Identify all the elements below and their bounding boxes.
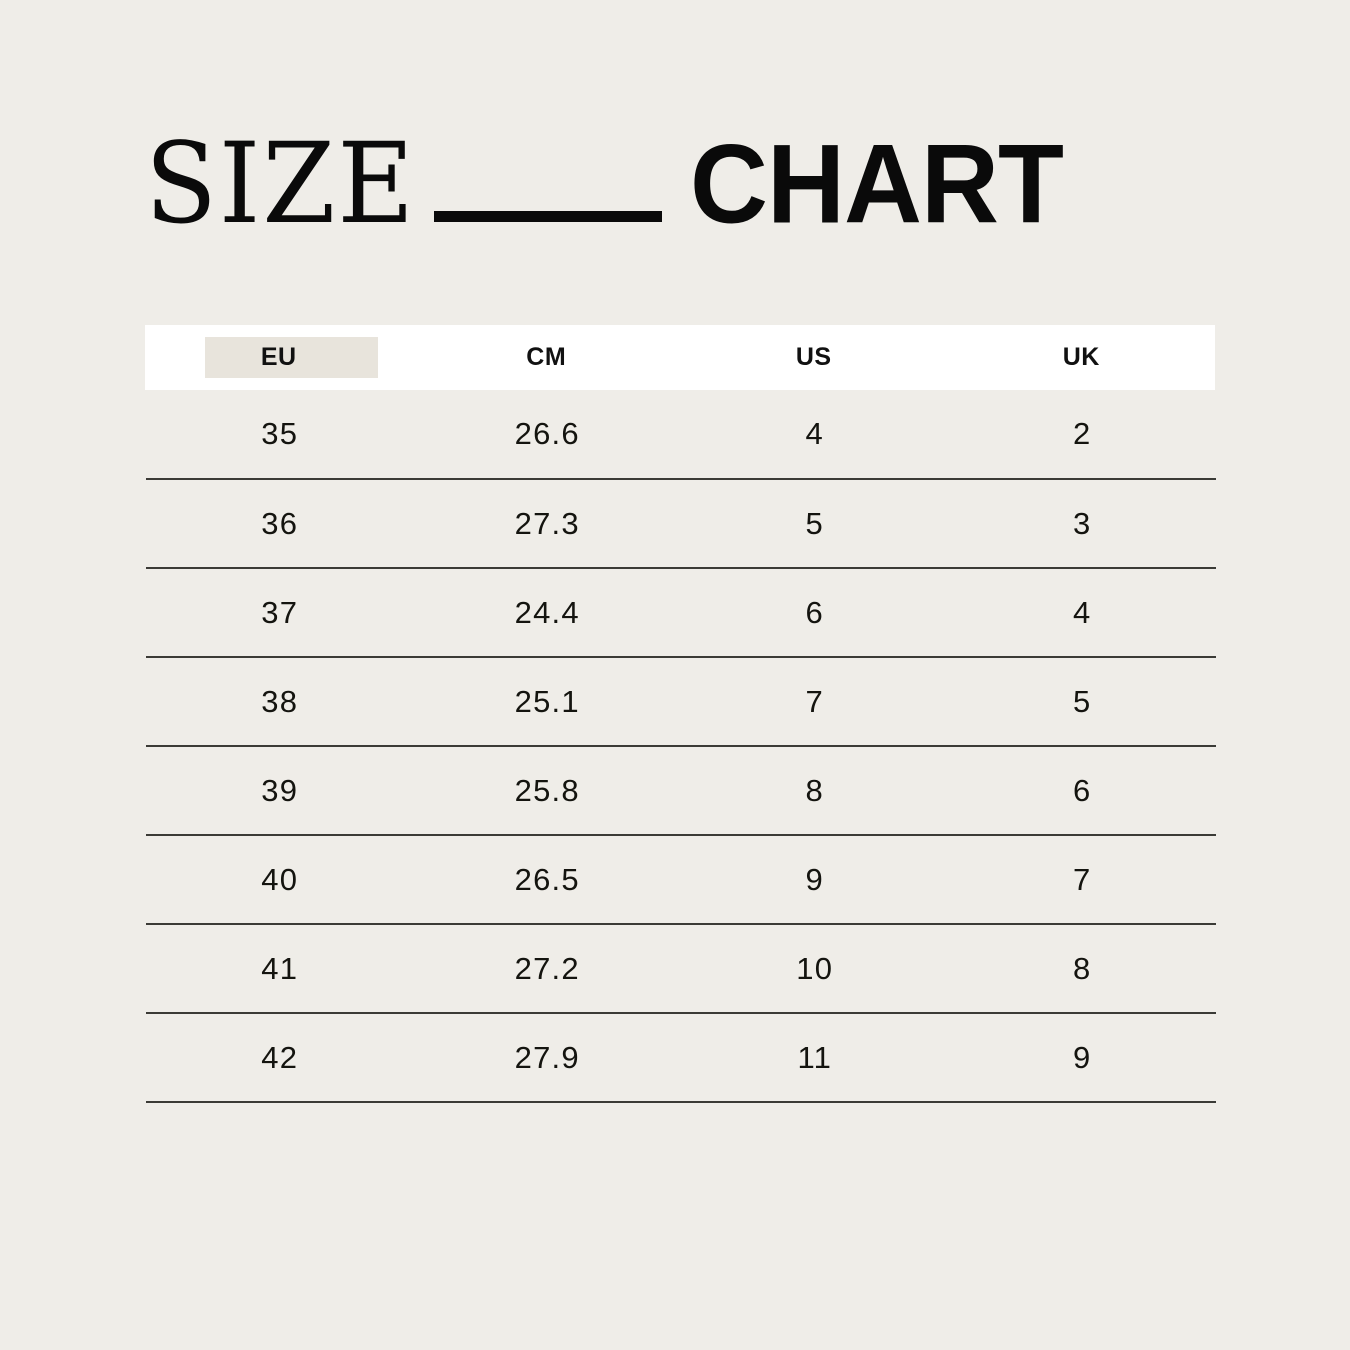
cell-us: 7 [805,683,824,719]
cell-eu: 38 [261,683,299,719]
cell-eu: 35 [261,416,299,451]
column-header-us-label: US [795,343,832,371]
cell-us: 4 [805,416,824,451]
cell-uk: 4 [1073,594,1092,630]
cell-uk: 9 [1073,1039,1092,1075]
cell-cm: 27.2 [514,950,580,986]
cell-eu: 40 [261,861,299,897]
title-row: SIZE CHART [145,118,1215,249]
cell-uk: 5 [1073,683,1092,719]
cell-cm: 26.6 [514,416,580,451]
cell-cm: 25.8 [514,772,580,808]
cell-us: 5 [805,505,824,541]
table-row: 36 27.3 5 3 [146,480,1216,569]
cell-eu: 36 [261,505,299,541]
cell-cm: 27.9 [514,1039,580,1075]
cell-eu: 39 [261,772,299,808]
column-header-uk-label: UK [1062,343,1100,371]
cell-us: 9 [805,861,824,897]
table-row: 40 26.5 9 7 [146,836,1216,925]
title-underscore-rule [434,211,663,222]
cell-us: 8 [805,772,824,808]
column-header-cm: CM [413,325,681,390]
cell-uk: 7 [1073,861,1092,897]
cell-uk: 2 [1073,416,1092,451]
column-header-eu: EU [145,325,413,390]
column-header-uk: UK [948,325,1216,390]
column-header-eu-label: EU [260,343,297,371]
column-header-us: US [680,325,948,390]
page-title: SIZE CHART [145,118,1215,249]
size-chart-table: EU CM US UK 35 26.6 4 2 36 27.3 5 3 37 2… [145,325,1216,1103]
cell-cm: 26.5 [514,861,580,897]
table-row: 35 26.6 4 2 [146,390,1216,480]
cell-us: 6 [805,594,824,630]
cell-uk: 8 [1073,950,1092,986]
cell-uk: 3 [1073,505,1092,541]
title-word-chart: CHART [690,120,1064,247]
table-row: 41 27.2 10 8 [146,925,1216,1014]
cell-cm: 27.3 [514,505,580,541]
table-row: 37 24.4 6 4 [146,569,1216,658]
table-body: 35 26.6 4 2 36 27.3 5 3 37 24.4 6 4 38 2… [145,390,1216,1103]
table-row: 39 25.8 8 6 [146,747,1216,836]
cell-cm: 24.4 [514,594,580,630]
cell-us: 11 [797,1039,833,1075]
cell-uk: 6 [1073,772,1092,808]
eu-header-highlight [205,337,378,378]
title-word-size: SIZE [145,119,417,249]
table-row: 42 27.9 11 9 [146,1014,1216,1103]
cell-eu: 37 [261,594,299,630]
cell-cm: 25.1 [514,683,580,719]
table-header-row: EU CM US UK [145,325,1215,390]
column-header-cm-label: CM [526,343,567,371]
table-row: 38 25.1 7 5 [146,658,1216,747]
cell-eu: 41 [261,950,299,986]
cell-us: 10 [796,950,834,986]
cell-eu: 42 [261,1039,299,1075]
